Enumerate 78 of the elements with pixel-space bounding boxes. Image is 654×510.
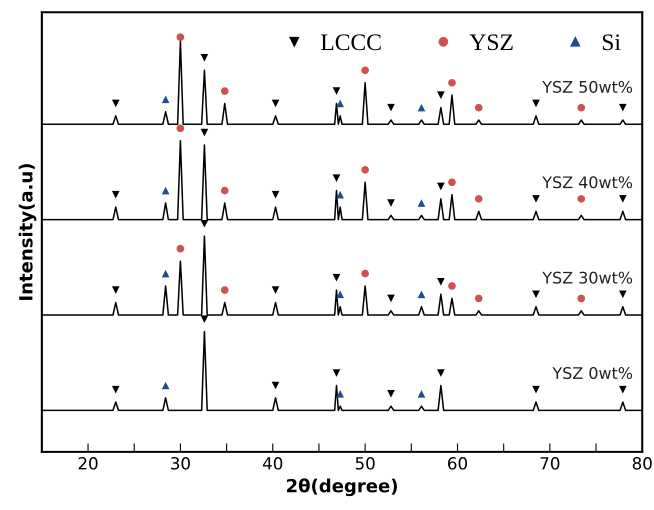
x-tick-label: 40 bbox=[262, 457, 282, 470]
point bbox=[200, 128, 208, 136]
point bbox=[387, 199, 395, 207]
point bbox=[437, 182, 445, 190]
point bbox=[361, 166, 369, 174]
point bbox=[361, 270, 369, 278]
point bbox=[387, 294, 395, 302]
point bbox=[577, 294, 586, 302]
point bbox=[532, 290, 540, 298]
point bbox=[448, 178, 456, 186]
point bbox=[176, 244, 184, 252]
point bbox=[619, 386, 627, 394]
point bbox=[336, 190, 344, 199]
point bbox=[474, 195, 483, 203]
point bbox=[332, 274, 340, 282]
point bbox=[474, 294, 483, 302]
point bbox=[220, 286, 229, 294]
point bbox=[220, 87, 229, 95]
point bbox=[387, 104, 395, 112]
point bbox=[387, 390, 395, 398]
point bbox=[532, 195, 540, 203]
point bbox=[336, 290, 344, 298]
x-tick-label: 50 bbox=[356, 457, 375, 470]
annotation: YSZ 0wt% bbox=[552, 367, 632, 380]
point bbox=[418, 390, 426, 398]
point bbox=[112, 386, 120, 394]
legend-label: YSZ bbox=[470, 34, 513, 50]
x-tick-label: 20 bbox=[78, 457, 98, 470]
point bbox=[176, 124, 184, 132]
point bbox=[200, 54, 208, 62]
point bbox=[332, 369, 340, 377]
point bbox=[272, 286, 280, 294]
annotation: YSZ 30wt% bbox=[542, 272, 632, 284]
x-tick-label: 70 bbox=[540, 457, 560, 470]
point bbox=[619, 290, 627, 298]
point bbox=[336, 100, 344, 108]
point bbox=[418, 199, 426, 207]
point bbox=[112, 100, 120, 108]
point bbox=[437, 278, 445, 286]
point bbox=[162, 186, 170, 194]
point bbox=[532, 100, 540, 108]
point bbox=[162, 382, 170, 390]
point bbox=[532, 386, 540, 394]
point bbox=[448, 282, 456, 290]
point bbox=[272, 382, 280, 390]
point bbox=[437, 91, 445, 99]
x-tick-label: 60 bbox=[448, 457, 467, 470]
annotation: YSZ 40wt% bbox=[542, 176, 632, 188]
point bbox=[332, 87, 340, 95]
x-tick-label: 80 bbox=[632, 457, 652, 470]
point bbox=[112, 190, 120, 199]
point bbox=[619, 104, 627, 112]
y-axis-title: Intensity(a.u) bbox=[18, 164, 36, 300]
point bbox=[437, 369, 445, 377]
point bbox=[577, 195, 586, 203]
point bbox=[220, 186, 229, 194]
legend-label: Si bbox=[602, 34, 621, 50]
point bbox=[176, 33, 184, 41]
point bbox=[272, 190, 280, 199]
point bbox=[577, 104, 586, 112]
point bbox=[162, 270, 170, 278]
annotation: YSZ 50wt% bbox=[542, 80, 632, 93]
point bbox=[112, 286, 120, 294]
point bbox=[474, 104, 483, 112]
point bbox=[332, 174, 340, 182]
point bbox=[200, 315, 208, 323]
point bbox=[418, 104, 426, 112]
point bbox=[361, 66, 369, 74]
point bbox=[448, 78, 456, 87]
point bbox=[272, 100, 280, 108]
point bbox=[162, 96, 170, 104]
legend-label: LCCC bbox=[320, 34, 381, 50]
x-tick-label: 30 bbox=[171, 457, 190, 470]
point bbox=[200, 220, 208, 228]
point bbox=[619, 195, 627, 203]
point bbox=[336, 390, 344, 398]
x-axis-title: 2θ(degree) bbox=[286, 478, 397, 496]
point bbox=[418, 290, 426, 298]
